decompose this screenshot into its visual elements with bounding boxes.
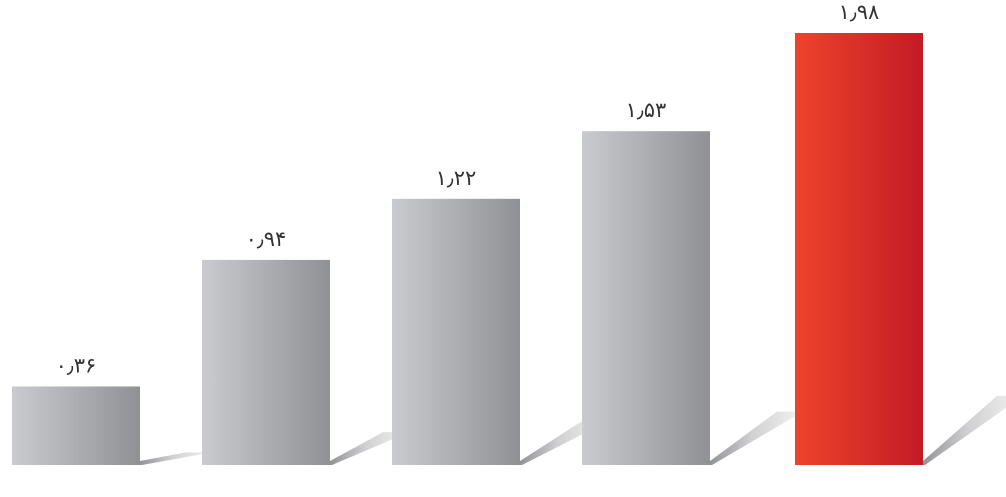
data-label-1: ۰٫۹۴: [246, 227, 287, 251]
data-label-4: ۱٫۹۸: [839, 0, 880, 24]
bars-group: [12, 33, 923, 465]
bar-4: [795, 33, 923, 465]
bar-shadow-1: [330, 432, 409, 465]
bar-0: [12, 386, 140, 465]
bar-shadow-0: [140, 452, 212, 465]
bar-shadow-4: [923, 395, 1006, 465]
data-label-0: ۰٫۳۶: [56, 353, 97, 377]
bar-3: [582, 131, 710, 465]
value-labels: ۰٫۳۶ ۰٫۹۴ ۱٫۲۲ ۱٫۵۳ ۱٫۹۸: [56, 0, 880, 377]
bar-shadow-3: [710, 411, 803, 465]
data-label-3: ۱٫۵۳: [626, 98, 667, 122]
data-label-2: ۱٫۲۲: [436, 166, 477, 190]
bar-1: [202, 259, 330, 465]
bar-2: [392, 198, 520, 465]
